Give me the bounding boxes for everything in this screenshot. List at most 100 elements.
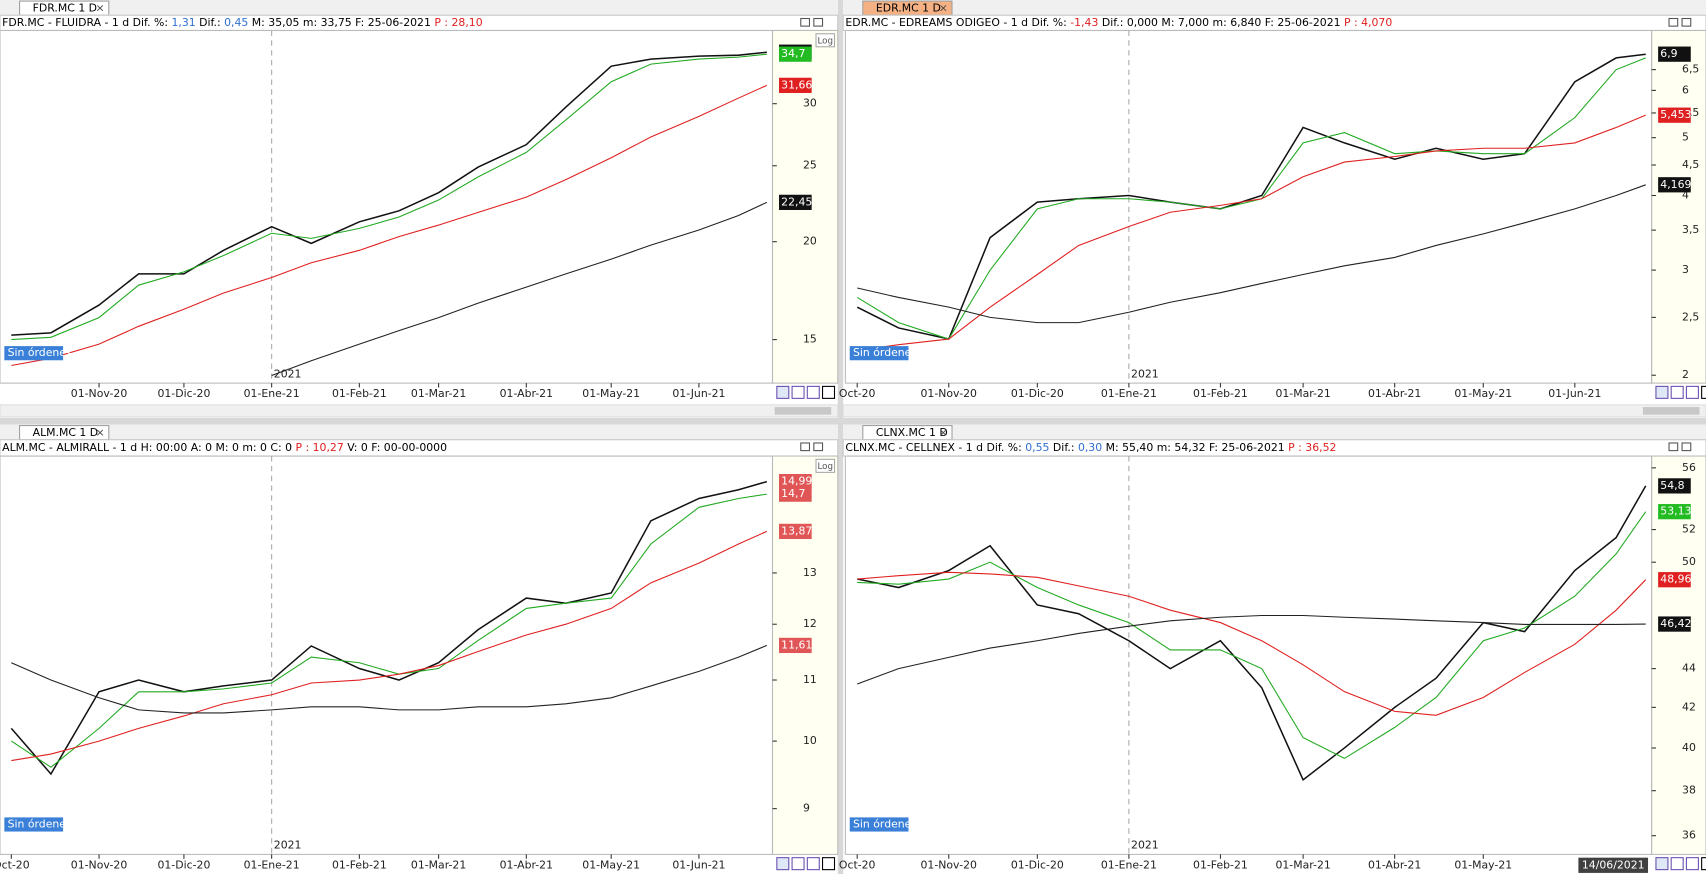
price-label: 46,42 bbox=[1660, 617, 1691, 630]
tab-close[interactable]: × bbox=[939, 2, 948, 15]
scroll-thumb[interactable] bbox=[1642, 407, 1700, 415]
tab-close[interactable]: × bbox=[96, 426, 105, 439]
year-label: 2021 bbox=[1131, 839, 1159, 852]
x-tick-label: Oct-20 bbox=[839, 387, 876, 400]
orders-label[interactable]: Sin órdenes bbox=[8, 346, 72, 359]
cursor-label: 14/06/2021 bbox=[1582, 858, 1645, 871]
tool-button[interactable] bbox=[821, 857, 836, 871]
window-button[interactable] bbox=[800, 442, 811, 452]
header-segment: Dif.: bbox=[1049, 441, 1077, 454]
plot-area bbox=[0, 455, 774, 855]
price-label: 11,61 bbox=[781, 638, 812, 651]
x-tick-label: 01-Jun-21 bbox=[1548, 387, 1601, 400]
header-segment: FDR.MC - FLUIDRA - 1 d Dif. %: bbox=[2, 16, 171, 29]
header-text: EDR.MC - EDREAMS ODIGEO - 1 d Dif. %: -1… bbox=[845, 16, 1392, 29]
tool-button[interactable] bbox=[821, 385, 836, 399]
price-axis bbox=[771, 455, 839, 855]
window-button[interactable] bbox=[1668, 17, 1679, 27]
series-line bbox=[10, 480, 768, 776]
tool-button[interactable] bbox=[806, 385, 820, 399]
header-segment: P : 10,27 bbox=[296, 441, 344, 454]
tab-label[interactable]: EDR.MC 1 D bbox=[876, 2, 941, 15]
tab-bar bbox=[843, 424, 1706, 440]
tool-button[interactable] bbox=[1670, 857, 1684, 871]
x-tick-label: 01-Ene-21 bbox=[1101, 858, 1157, 871]
price-label-box bbox=[1658, 478, 1691, 494]
scrollbar[interactable] bbox=[842, 404, 1706, 418]
orders-label[interactable]: Sin órdenes bbox=[853, 817, 917, 830]
scrollbar[interactable] bbox=[0, 404, 839, 418]
x-tick-label: 01-Nov-20 bbox=[921, 858, 978, 871]
y-tick-label: 2 bbox=[1682, 368, 1689, 381]
y-tick-label: 9 bbox=[803, 802, 810, 815]
tool-button[interactable] bbox=[1655, 385, 1669, 399]
orders-badge[interactable] bbox=[4, 817, 64, 832]
window-button[interactable] bbox=[1681, 17, 1692, 27]
x-tick-label: 01-Dic-20 bbox=[157, 858, 210, 871]
tool-button[interactable] bbox=[1701, 385, 1706, 399]
price-label: 48,96 bbox=[1660, 573, 1691, 586]
tab-label[interactable]: ALM.MC 1 D bbox=[33, 426, 99, 439]
log-button[interactable] bbox=[815, 458, 836, 473]
tool-button[interactable] bbox=[1670, 385, 1684, 399]
scroll-thumb[interactable] bbox=[774, 407, 832, 415]
window-button[interactable] bbox=[1668, 442, 1679, 452]
splitter bbox=[0, 417, 1706, 425]
window-button[interactable] bbox=[800, 17, 811, 27]
tool-button[interactable] bbox=[1655, 857, 1669, 871]
x-tick-label: Oct-20 bbox=[0, 858, 30, 871]
tool-button[interactable] bbox=[791, 385, 805, 399]
price-label: 4,169 bbox=[1660, 178, 1691, 191]
x-tick-label: 01-May-21 bbox=[582, 387, 640, 400]
tool-button[interactable] bbox=[776, 385, 790, 399]
y-tick-label: 5 bbox=[1682, 131, 1689, 144]
header-text: ALM.MC - ALMIRALL - 1 d H: 00:00 A: 0 M:… bbox=[2, 441, 447, 454]
x-tick-label: 01-Mar-21 bbox=[411, 387, 466, 400]
tab-bar bbox=[843, 0, 1706, 16]
log-label[interactable]: Log bbox=[817, 462, 833, 472]
tab-close[interactable]: × bbox=[96, 2, 105, 15]
log-button[interactable] bbox=[815, 33, 836, 48]
price-label-box bbox=[779, 77, 812, 93]
y-tick-label: 4 bbox=[1682, 189, 1689, 202]
tool-button[interactable] bbox=[1685, 857, 1699, 871]
tool-button[interactable] bbox=[776, 857, 790, 871]
series-line bbox=[857, 571, 1647, 716]
log-label[interactable]: Log bbox=[817, 36, 833, 46]
y-tick-label: 10 bbox=[803, 734, 817, 747]
x-tick-label: 01-Feb-21 bbox=[1193, 387, 1248, 400]
tool-button[interactable] bbox=[791, 857, 805, 871]
y-tick-label: 20 bbox=[803, 235, 817, 248]
x-tick-label: 01-Mar-21 bbox=[411, 858, 466, 871]
window-button[interactable] bbox=[1681, 442, 1692, 452]
window-button[interactable] bbox=[813, 442, 824, 452]
x-tick-label: 01-Nov-20 bbox=[71, 858, 128, 871]
price-label-box bbox=[779, 473, 812, 490]
x-tick-label: 01-Feb-21 bbox=[332, 387, 387, 400]
orders-label[interactable]: Sin órdenes bbox=[8, 817, 72, 830]
tool-button[interactable] bbox=[1701, 857, 1706, 871]
tool-button[interactable] bbox=[1685, 385, 1699, 399]
tool-button[interactable] bbox=[806, 857, 820, 871]
orders-badge[interactable] bbox=[849, 346, 909, 361]
orders-badge[interactable] bbox=[4, 346, 64, 361]
price-label: 5,453 bbox=[1660, 108, 1691, 121]
tab-label[interactable]: FDR.MC 1 D bbox=[33, 2, 97, 15]
chart-panel: EDR.MC 1 D×EDR.MC - EDREAMS ODIGEO - 1 d… bbox=[839, 0, 1706, 418]
tab-label[interactable]: CLNX.MC 1 D bbox=[876, 426, 948, 439]
price-label-box bbox=[1658, 46, 1691, 62]
series-line bbox=[11, 53, 767, 341]
x-tick-label: 01-May-21 bbox=[1454, 387, 1512, 400]
orders-badge[interactable] bbox=[849, 817, 909, 832]
orders-label[interactable]: Sin órdenes bbox=[853, 346, 917, 359]
year-label: 2021 bbox=[1131, 367, 1159, 380]
y-tick-label: 40 bbox=[1682, 741, 1696, 754]
series-line bbox=[11, 84, 768, 367]
x-tick-label: 01-Ene-21 bbox=[244, 858, 300, 871]
tab-close[interactable]: × bbox=[939, 426, 948, 439]
window-button[interactable] bbox=[813, 17, 824, 27]
series-line bbox=[857, 114, 1646, 352]
price-label: 6,9 bbox=[1660, 47, 1677, 60]
y-tick-label: 13 bbox=[803, 566, 817, 579]
